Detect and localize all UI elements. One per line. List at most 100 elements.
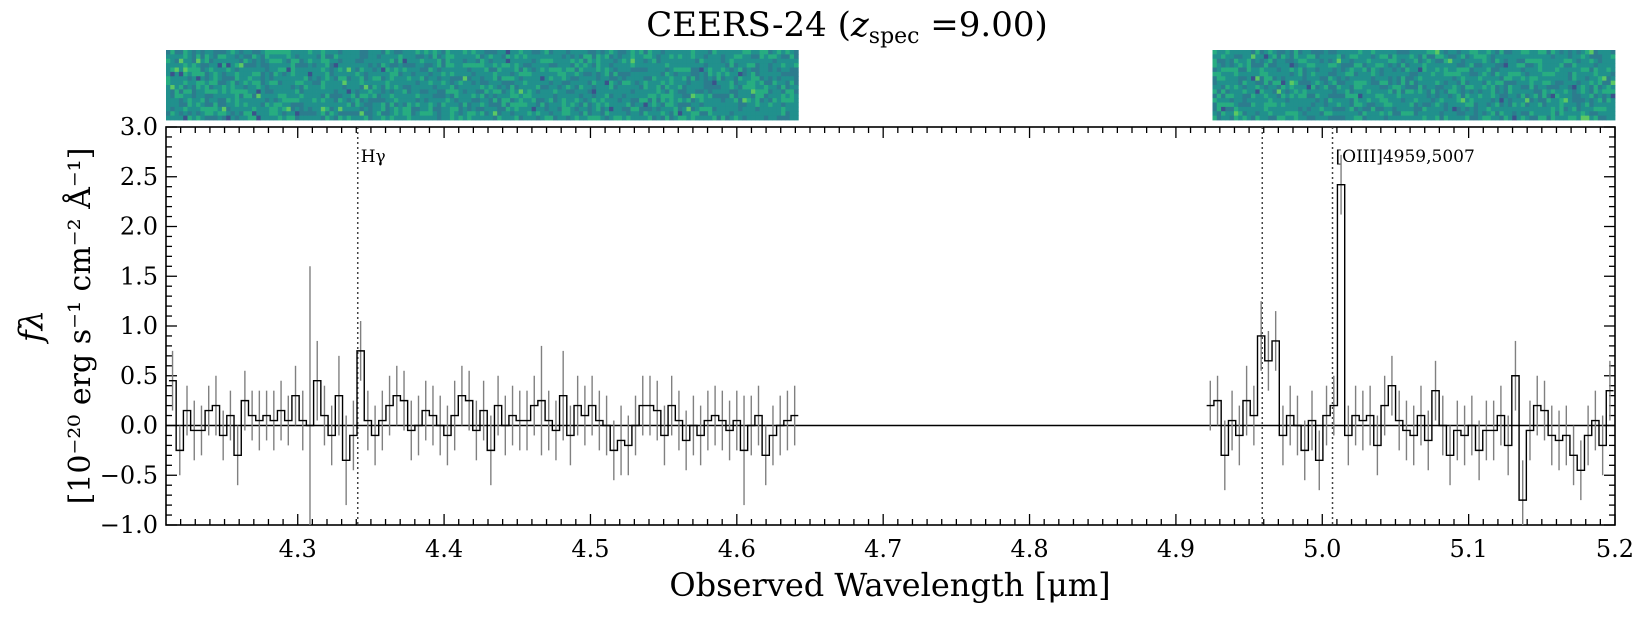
strip-pixel [454,89,459,94]
strip-pixel [166,107,171,112]
strip-pixel [342,98,347,103]
strip-pixel [790,72,795,77]
strip-pixel [704,68,709,73]
strip-pixel [1409,59,1414,64]
strip-pixel [372,107,377,112]
strip-pixel [1598,63,1603,68]
strip-pixel [1238,94,1243,99]
y-tick-label: 3.0 [120,113,158,141]
strip-pixel [747,85,752,90]
strip-pixel [1328,54,1333,59]
strip-pixel [545,98,550,103]
strip-pixel [1247,98,1252,103]
strip-pixel [631,98,636,103]
strip-pixel [209,98,214,103]
strip-pixel [381,107,386,112]
strip-pixel [639,54,644,59]
strip-pixel [291,76,296,81]
strip-pixel [351,107,356,112]
strip-pixel [1534,89,1539,94]
strip-pixel [1397,68,1402,73]
strip-pixel [772,111,777,116]
strip-pixel [519,50,524,55]
strip-pixel [536,111,541,116]
strip-pixel [605,68,610,73]
strip-pixel [588,107,593,112]
strip-pixel [433,50,438,55]
strip-pixel [545,103,550,108]
strip-pixel [1242,107,1247,112]
strip-pixel [334,50,339,55]
strip-pixel [299,94,304,99]
strip-pixel [575,50,580,55]
strip-pixel [545,76,550,81]
strip-pixel [755,116,760,121]
strip-pixel [338,76,343,81]
strip-pixel [777,63,782,68]
strip-pixel [626,76,631,81]
strip-pixel [1213,50,1218,55]
strip-pixel [717,68,722,73]
strip-pixel [411,63,416,68]
strip-pixel [342,59,347,64]
strip-pixel [407,94,412,99]
strip-pixel [1439,63,1444,68]
strip-pixel [334,59,339,64]
strip-pixel [1538,103,1543,108]
strip-pixel [347,103,352,108]
strip-pixel [781,50,786,55]
strip-pixel [678,50,683,55]
plot-frame [166,127,1615,525]
strip-pixel [557,72,562,77]
strip-pixel [450,85,455,90]
strip-pixel [678,116,683,121]
strip-pixel [291,89,296,94]
strip-pixel [381,116,386,121]
strip-pixel [1431,111,1436,116]
strip-pixel [1482,103,1487,108]
strip-pixel [605,72,610,77]
strip-pixel [299,103,304,108]
axis-ticks [166,127,1615,525]
strip-pixel [1495,85,1500,90]
strip-pixel [532,111,537,116]
strip-pixel [1559,89,1564,94]
strip-pixel [1478,85,1483,90]
strip-pixel [317,98,322,103]
strip-pixel [1332,107,1337,112]
strip-pixel [1354,94,1359,99]
strip-pixel [1606,72,1611,77]
strip-pixel [424,68,429,73]
strip-pixel [286,103,291,108]
strip-pixel [1529,103,1534,108]
strip-pixel [368,50,373,55]
strip-pixel [549,107,554,112]
strip-pixel [179,81,184,86]
strip-pixel [351,116,356,121]
strip-pixel [312,54,317,59]
strip-pixel [1414,54,1419,59]
strip-pixel [1474,63,1479,68]
strip-pixel [1435,98,1440,103]
strip-pixel [209,85,214,90]
strip-pixel [484,54,489,59]
strip-pixel [1217,94,1222,99]
strip-pixel [1585,59,1590,64]
strip-pixel [1367,72,1372,77]
strip-pixel [1504,116,1509,121]
strip-pixel [458,103,463,108]
strip-pixel [381,68,386,73]
strip-pixel [424,94,429,99]
strip-pixel [218,63,223,68]
strip-pixel [566,89,571,94]
strip-pixel [1272,81,1277,86]
strip-pixel [1221,76,1226,81]
strip-pixel [562,68,567,73]
strip-pixel [1452,68,1457,73]
strip-pixel [1307,68,1312,73]
strip-pixel [1354,54,1359,59]
strip-pixel [1307,54,1312,59]
strip-pixel [360,72,365,77]
strip-pixel [734,85,739,90]
strip-pixel [1392,103,1397,108]
